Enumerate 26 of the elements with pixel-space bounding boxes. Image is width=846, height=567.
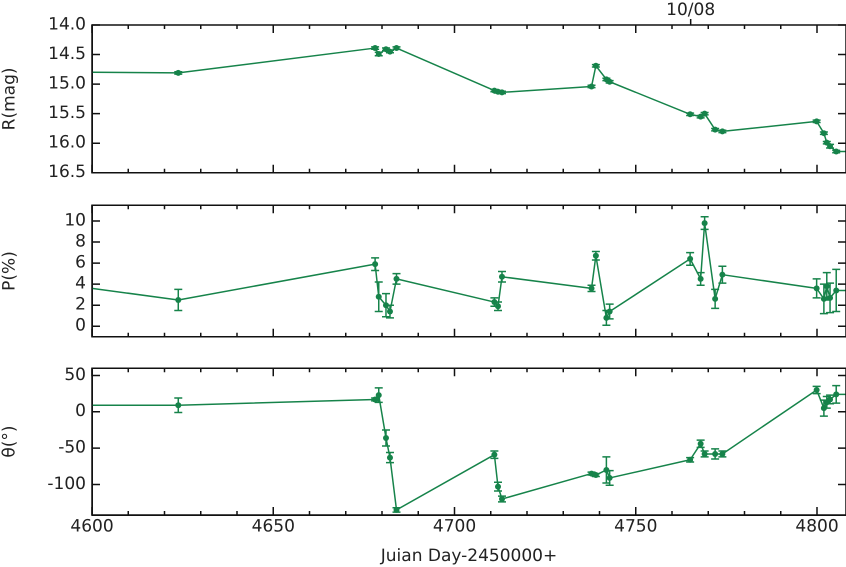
y-axis-title: θ(°) bbox=[0, 426, 20, 458]
y-tick-label: 2 bbox=[75, 294, 86, 315]
y-tick-label: -50 bbox=[58, 438, 86, 458]
y-tick-label: 16.5 bbox=[48, 162, 86, 182]
x-tick-label: 4800 bbox=[795, 516, 839, 537]
y-tick-label: 8 bbox=[75, 231, 86, 252]
y-axis-title: R(mag) bbox=[0, 67, 20, 130]
text: 10/08 bbox=[666, 0, 716, 20]
y-tick-label: -100 bbox=[47, 474, 86, 494]
y-tick-label: 14.0 bbox=[48, 14, 86, 34]
x-tick-label: 4600 bbox=[70, 516, 114, 537]
y-tick-label: 14.5 bbox=[48, 44, 86, 64]
y-axis-title: P(%) bbox=[0, 251, 20, 291]
y-tick-label: 4 bbox=[75, 274, 86, 294]
y-tick-label: 50 bbox=[64, 364, 86, 385]
y-tick-label: 15.0 bbox=[48, 74, 86, 94]
x-tick-label: 4700 bbox=[432, 516, 476, 537]
y-tick-label: 15.5 bbox=[48, 103, 86, 124]
x-axis-title: Juian Day-2450000+ bbox=[380, 546, 558, 566]
y-tick-label: 6 bbox=[75, 252, 86, 273]
y-tick-label: 16.0 bbox=[48, 132, 86, 153]
y-tick-label: 10 bbox=[64, 210, 86, 230]
y-tick-label: 0 bbox=[75, 401, 86, 422]
x-tick-label: 4750 bbox=[614, 516, 658, 537]
x-tick-label: 4650 bbox=[252, 516, 295, 537]
y-tick-label: 0 bbox=[75, 316, 86, 336]
